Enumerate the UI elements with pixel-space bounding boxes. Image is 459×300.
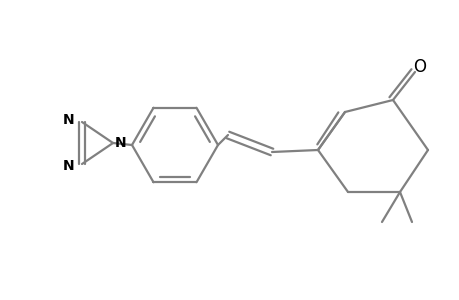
Text: N: N bbox=[62, 113, 74, 127]
Text: N: N bbox=[62, 159, 74, 173]
Text: O: O bbox=[413, 58, 425, 76]
Text: N: N bbox=[115, 136, 126, 150]
